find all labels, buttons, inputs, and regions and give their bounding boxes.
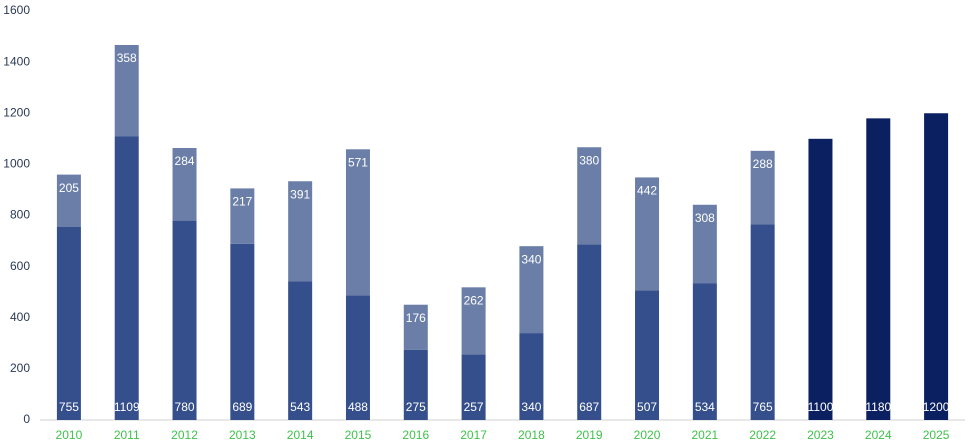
x-tick-label: 2010 [56,428,83,442]
data-label: 543 [290,400,310,414]
x-tick-label: 2016 [402,428,429,442]
data-label: 391 [290,187,310,201]
bar-segment [808,138,833,420]
y-tick-label: 1400 [3,54,30,68]
data-label: 488 [348,400,368,414]
bar-segment [577,147,602,245]
data-label: 571 [348,155,368,169]
data-label: 755 [59,400,79,414]
data-label: 262 [464,294,484,308]
bar-segment [114,136,139,420]
data-label: 687 [579,400,599,414]
bar-segment [172,148,197,221]
bar-segment [924,113,949,420]
data-label: 217 [232,195,252,209]
bar-segment [519,246,544,334]
data-label: 275 [406,400,426,414]
data-label: 507 [637,400,657,414]
y-tick-label: 1600 [3,3,30,17]
y-tick-label: 400 [10,310,30,324]
bar-segment [345,295,370,420]
bar-segment [692,283,717,420]
x-tick-label: 2019 [576,428,603,442]
bar-segment [403,349,428,420]
y-tick-label: 600 [10,259,30,273]
data-label: 340 [521,252,541,266]
bar-segment [692,204,717,284]
data-label: 340 [521,400,541,414]
x-tick-label: 2023 [807,428,834,442]
data-label: 534 [695,400,715,414]
bar-segment [461,354,486,420]
x-tick-label: 2018 [518,428,545,442]
data-label: 284 [175,154,195,168]
data-label: 765 [753,400,773,414]
bar-segment [866,118,891,421]
x-tick-label: 2017 [460,428,487,442]
bar-segment [403,304,428,350]
bar-segment [635,290,660,420]
data-label: 1100 [808,400,834,414]
bar-segment [172,220,197,420]
data-label: 1109 [114,400,140,414]
bar-segment [288,281,313,420]
x-tick-label: 2014 [287,428,314,442]
data-label: 257 [464,400,484,414]
bar-segment [230,188,255,244]
bar-segment [114,44,139,137]
y-tick-label: 200 [10,361,30,375]
bar-segment [288,181,313,282]
x-tick-label: 2011 [114,428,140,442]
data-label: 442 [637,184,657,198]
x-tick-label: 2013 [229,428,256,442]
data-label: 288 [753,157,773,171]
y-tick-label: 1200 [3,105,30,119]
y-tick-label: 800 [10,208,30,222]
bar-segment [56,227,81,420]
bar-segment [635,177,660,291]
bar-segment [577,244,602,420]
data-label: 689 [232,400,252,414]
x-tick-label: 2012 [171,428,198,442]
x-tick-label: 2022 [749,428,776,442]
x-tick-label: 2021 [691,428,718,442]
bar-segment [750,150,775,225]
data-label: 176 [406,311,426,325]
bar-segment [230,243,255,420]
data-label: 1180 [865,400,891,414]
bar-segment [750,224,775,420]
x-tick-label: 2024 [865,428,892,442]
data-label: 308 [695,211,715,225]
data-label: 1200 [923,400,950,414]
x-tick-label: 2025 [923,428,950,442]
data-label: 780 [175,400,195,414]
bar-segment [519,333,544,420]
x-tick-label: 2015 [345,428,372,442]
bar-segment [345,149,370,296]
data-label: 205 [59,181,79,195]
data-label: 380 [579,153,599,167]
data-label: 358 [117,51,137,65]
bar-segment [461,287,486,355]
y-tick-label: 0 [23,412,30,426]
bar-segment [56,174,81,228]
y-tick-label: 1000 [3,157,30,171]
x-tick-label: 2020 [634,428,661,442]
